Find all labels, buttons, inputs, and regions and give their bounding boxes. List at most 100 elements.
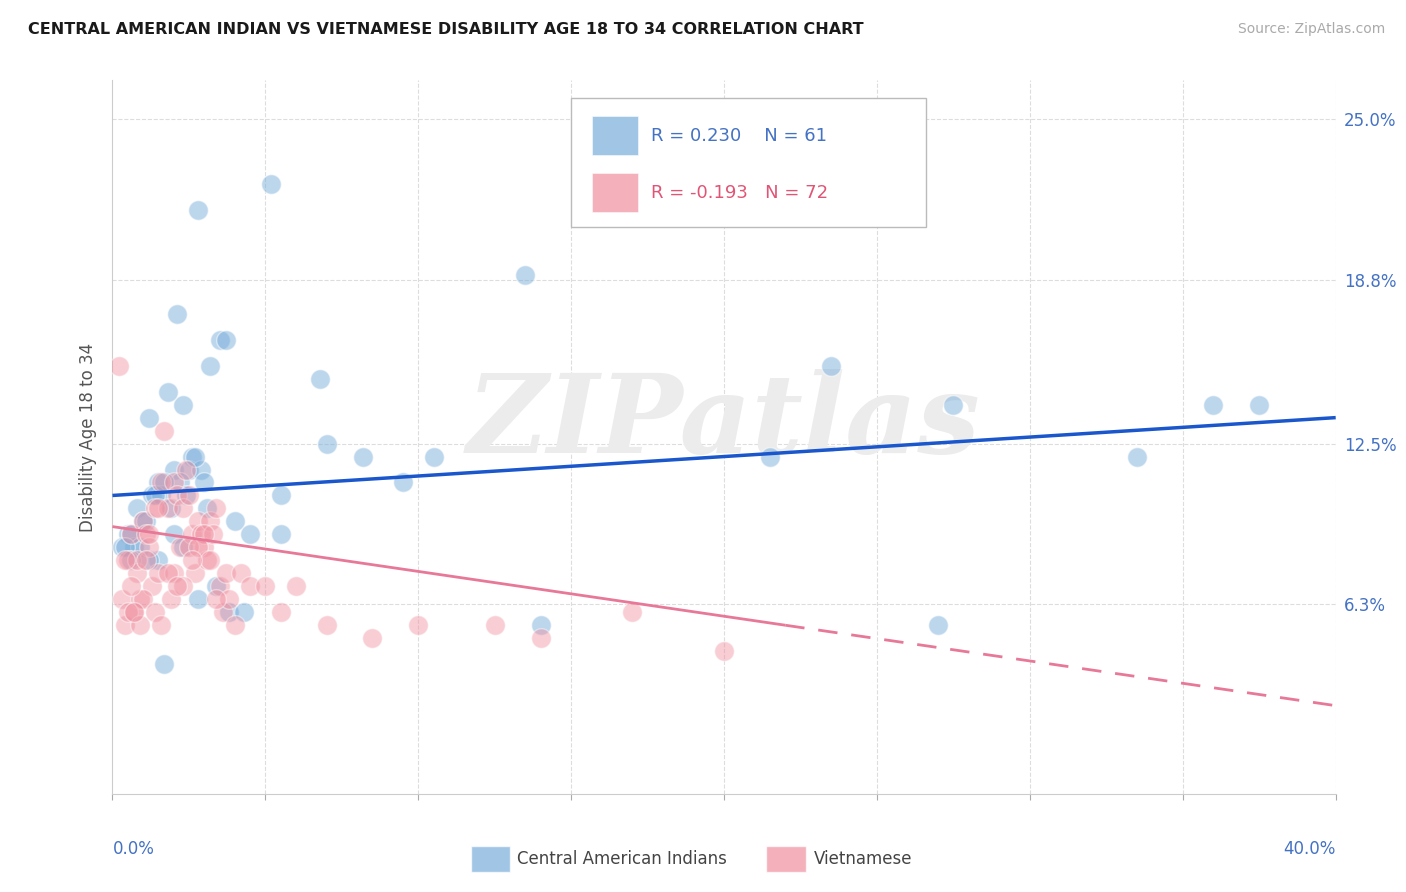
Point [150,488,173,502]
Point [120,527,142,541]
Point [190,462,212,476]
Point [117,527,139,541]
Text: 0.0%: 0.0% [112,840,155,858]
Point [200,515,222,529]
Point [529,631,551,645]
Point [148,553,170,567]
Text: Source: ZipAtlas.com: Source: ZipAtlas.com [1237,22,1385,37]
Point [135,515,157,529]
Point [120,553,142,567]
Point [284,579,308,593]
Point [195,501,218,516]
Point [927,618,949,632]
Point [138,553,160,567]
Text: R = 0.230    N = 61: R = 0.230 N = 61 [651,127,827,145]
Text: ZIPatlas: ZIPatlas [467,369,981,476]
Point [117,605,139,619]
Point [177,541,200,555]
Point [107,359,129,373]
Point [254,579,277,593]
Point [713,644,735,658]
Point [270,527,292,541]
Point [187,202,209,217]
Point [117,553,139,567]
Point [224,515,246,529]
Point [484,618,506,632]
Point [172,501,194,516]
Point [125,501,148,516]
Point [392,475,415,490]
Point [193,475,215,490]
Point [181,527,204,541]
Point [169,541,191,555]
Point [205,592,228,607]
Point [174,488,197,502]
Point [132,592,155,607]
Point [309,372,332,386]
Point [150,475,173,490]
Point [177,462,200,476]
Point [138,541,160,555]
Point [621,605,644,619]
Point [820,359,842,373]
Point [202,527,225,541]
Point [166,488,188,502]
Point [172,541,194,555]
Point [163,475,186,490]
Point [143,488,166,502]
Point [163,462,186,476]
Point [148,566,170,581]
Point [408,618,430,632]
Point [529,618,551,632]
Point [218,605,240,619]
Text: Vietnamese: Vietnamese [814,850,912,868]
Point [132,515,155,529]
Text: 40.0%: 40.0% [1284,840,1336,858]
Point [153,424,176,438]
Point [166,579,188,593]
Point [205,579,228,593]
Point [233,605,256,619]
Point [111,592,134,607]
Point [163,566,186,581]
Point [515,268,537,282]
Point [195,553,218,567]
FancyBboxPatch shape [592,116,638,155]
Point [174,462,197,476]
Point [270,488,292,502]
Point [200,359,222,373]
Point [422,450,444,464]
Point [205,501,228,516]
Point [159,592,181,607]
Point [1249,398,1271,412]
Point [156,566,179,581]
Point [159,501,181,516]
Point [135,553,157,567]
Point [200,553,222,567]
Point [172,398,194,412]
Point [169,475,191,490]
Point [193,541,215,555]
Point [163,527,186,541]
Point [1202,398,1225,412]
Point [120,579,142,593]
Point [184,450,207,464]
Point [208,579,231,593]
Point [122,541,145,555]
Point [138,410,160,425]
Text: CENTRAL AMERICAN INDIAN VS VIETNAMESE DISABILITY AGE 18 TO 34 CORRELATION CHART: CENTRAL AMERICAN INDIAN VS VIETNAMESE DI… [28,22,863,37]
Point [156,384,179,399]
Point [148,475,170,490]
Point [114,553,136,567]
Point [132,515,155,529]
Point [129,592,152,607]
Point [181,553,204,567]
Point [181,450,204,464]
Point [111,541,134,555]
Point [229,566,252,581]
Point [214,333,236,347]
FancyBboxPatch shape [571,98,927,227]
Point [1126,450,1149,464]
FancyBboxPatch shape [592,173,638,212]
Point [214,566,236,581]
